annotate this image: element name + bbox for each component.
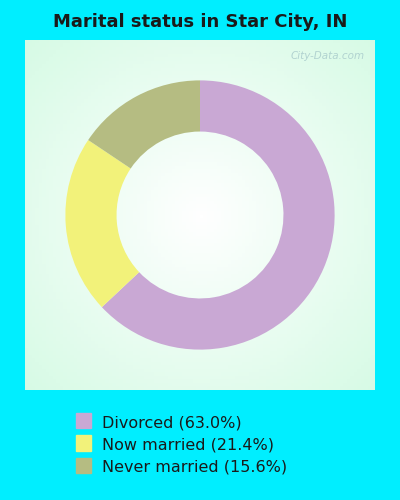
Wedge shape [88,80,200,168]
Legend: Divorced (63.0%), Now married (21.4%), Never married (15.6%): Divorced (63.0%), Now married (21.4%), N… [68,407,295,483]
Text: Marital status in Star City, IN: Marital status in Star City, IN [53,13,347,31]
Text: City-Data.com: City-Data.com [290,50,364,60]
Wedge shape [102,80,335,349]
Wedge shape [65,140,139,307]
